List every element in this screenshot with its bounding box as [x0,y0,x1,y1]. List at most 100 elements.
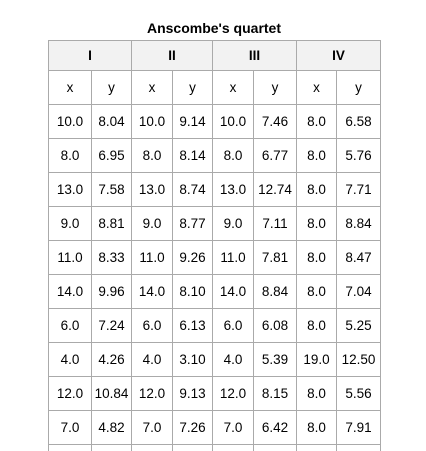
table-cell-y: 8.84 [336,206,382,241]
table-cell-y: 10.84 [90,376,133,411]
table-cell-x: 14.0 [131,274,174,309]
quartet-table: I II III IV x y x y x y x y 10.0 8.04 10.0… [47,40,382,451]
group-header-II: II [131,40,214,71]
table-cell-x: 5.0 [131,444,174,451]
table-cell-x: 6.0 [131,308,174,343]
table-cell-y: 6.08 [253,308,298,343]
table-cell-x: 8.0 [131,138,174,173]
group-header-I: I [47,40,133,71]
table-cell-x: 8.0 [212,138,255,173]
table-cell-x: 6.0 [48,308,92,343]
table-cell-x: 12.0 [48,376,92,411]
table-cell-x: 8.0 [296,206,338,241]
table-cell-x: 10.0 [48,104,92,139]
table-cell-y: 8.81 [90,206,133,241]
table-cell-x: 7.0 [48,410,92,445]
table-cell-y: 7.46 [253,104,298,139]
table-cell-y: 8.33 [90,240,133,275]
table-body: 10.0 8.04 10.0 9.14 10.0 7.46 8.0 6.58 8.0 6.95 8.… [48,104,382,451]
variable-header-y: y [336,70,382,105]
table-cell-y: 9.13 [172,376,214,411]
group-header-III: III [212,40,298,71]
table-cell-y: 6.13 [172,308,214,343]
table-cell-x: 11.0 [212,240,255,275]
table-cell-y: 3.10 [172,342,214,377]
table-cell-y: 4.82 [90,410,133,445]
table-cell-x: 13.0 [212,172,255,207]
table-cell-y: 8.14 [172,138,214,173]
table-cell-x: 8.0 [296,444,338,451]
table-cell-y: 5.39 [253,342,298,377]
table-cell-y: 7.04 [336,274,382,309]
table-row: 7.0 4.82 7.0 7.26 7.0 6.42 8.0 7.91 [48,410,382,445]
table-cell-y: 8.47 [336,240,382,275]
table-cell-y: 5.73 [253,444,298,451]
table-cell-y: 8.04 [90,104,133,139]
variable-header-y: y [172,70,214,105]
table-cell-y: 6.77 [253,138,298,173]
table-cell-y: 5.76 [336,138,382,173]
table-cell-x: 9.0 [212,206,255,241]
table-row: 9.0 8.81 9.0 8.77 9.0 7.11 8.0 8.84 [48,206,382,241]
group-header-row: I II III IV [47,40,382,71]
table-cell-y: 8.15 [253,376,298,411]
table-cell-y: 6.58 [336,104,382,139]
table-row: 6.0 7.24 6.0 6.13 6.0 6.08 8.0 5.25 [48,308,382,343]
table-cell-y: 7.58 [90,172,133,207]
table-cell-y: 8.84 [253,274,298,309]
table-cell-y: 6.95 [90,138,133,173]
table-cell-x: 6.0 [212,308,255,343]
table-cell-x: 8.0 [296,376,338,411]
table-row: 14.0 9.96 14.0 8.10 14.0 8.84 8.0 7.04 [48,274,382,309]
table-cell-x: 12.0 [131,376,174,411]
table-cell-x: 14.0 [212,274,255,309]
table-cell-y: 5.68 [90,444,133,451]
table-cell-x: 8.0 [296,104,338,139]
table-row: 13.0 7.58 13.0 8.74 13.0 12.74 8.0 7.71 [48,172,382,207]
table-cell-y: 7.81 [253,240,298,275]
table-row: 4.0 4.26 4.0 3.10 4.0 5.39 19.0 12.50 [48,342,382,377]
table-cell-y: 9.26 [172,240,214,275]
table-row: 8.0 6.95 8.0 8.14 8.0 6.77 8.0 5.76 [48,138,382,173]
table-row: 11.0 8.33 11.0 9.26 11.0 7.81 8.0 8.47 [48,240,382,275]
table-cell-y: 4.26 [90,342,133,377]
table-cell-x: 8.0 [296,172,338,207]
table-caption: Anscombe's quartet [146,20,282,36]
table-cell-y: 5.56 [336,376,382,411]
table-cell-x: 13.0 [48,172,92,207]
table-cell-x: 4.0 [131,342,174,377]
table-cell-y: 7.11 [253,206,298,241]
table-cell-y: 8.10 [172,274,214,309]
table-cell-x: 8.0 [48,138,92,173]
table-cell-y: 7.91 [336,410,382,445]
table-row: 12.0 10.84 12.0 9.13 12.0 8.15 8.0 5.56 [48,376,382,411]
table-cell-x: 8.0 [296,410,338,445]
table-cell-y: 7.26 [172,410,214,445]
table-cell-y: 9.96 [90,274,133,309]
table-cell-y: 12.50 [336,342,382,377]
table-cell-x: 8.0 [296,138,338,173]
table-row: 5.05.685.04.745.05.738.06.89 [48,444,382,451]
table-cell-y: 8.74 [172,172,214,207]
table-cell-x: 5.0 [212,444,255,451]
table-cell-x: 8.0 [296,240,338,275]
table-cell-x: 9.0 [48,206,92,241]
variable-header-y: y [253,70,298,105]
variable-header-x: x [48,70,92,105]
table-cell-x: 4.0 [48,342,92,377]
table-cell-y: 9.14 [172,104,214,139]
variable-header-row: x y x y x y x y [48,70,382,105]
table-cell-y: 5.25 [336,308,382,343]
table-cell-x: 5.0 [48,444,92,451]
table-cell-y: 7.24 [90,308,133,343]
table-cell-x: 7.0 [212,410,255,445]
table-cell-x: 9.0 [131,206,174,241]
variable-header-y: y [90,70,133,105]
table-cell-x: 13.0 [131,172,174,207]
variable-header-x: x [212,70,255,105]
variable-header-x: x [296,70,338,105]
table-cell-x: 4.0 [212,342,255,377]
table-cell-x: 8.0 [296,274,338,309]
table-cell-y: 4.74 [172,444,214,451]
group-header-IV: IV [296,40,382,71]
